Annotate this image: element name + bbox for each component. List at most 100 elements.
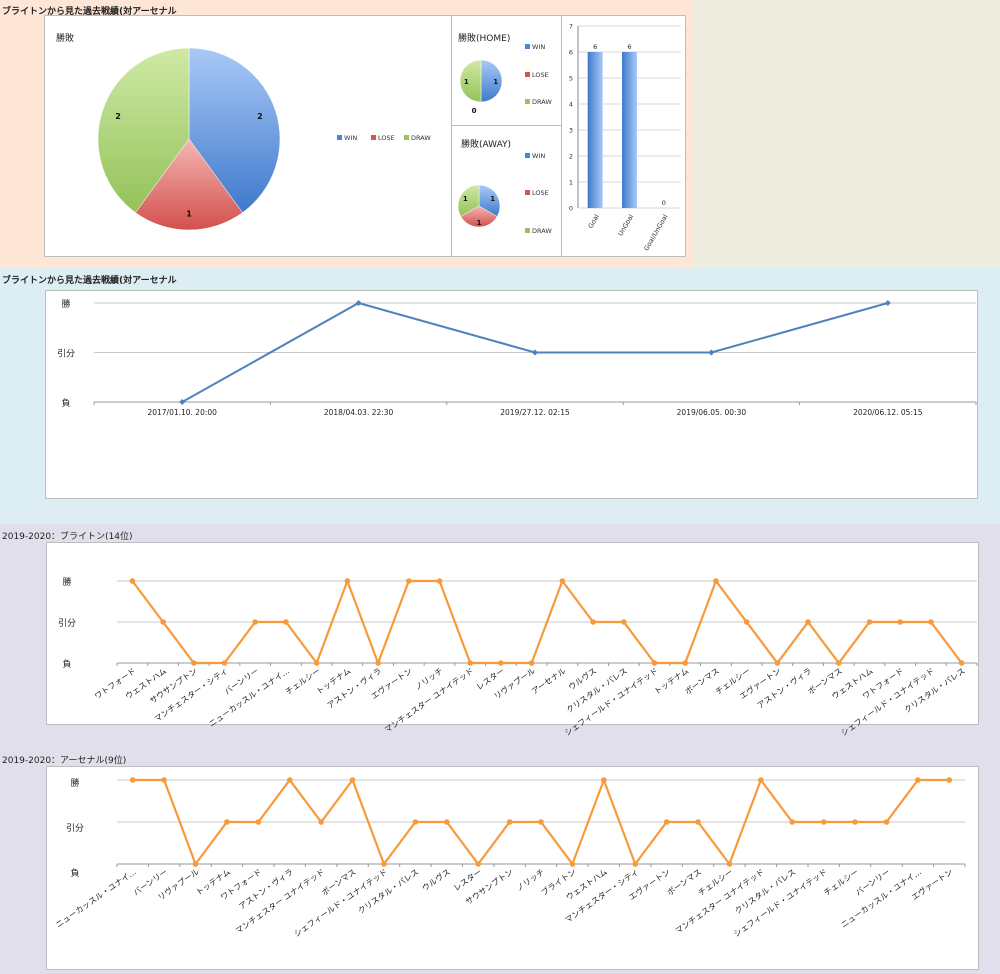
data-point xyxy=(866,619,873,625)
x-tick-label: ウルヴス xyxy=(420,866,452,893)
legend-swatch-lose xyxy=(525,72,530,77)
data-point xyxy=(590,619,596,625)
bar-data-label: 6 xyxy=(593,43,597,51)
x-tick-label: Goal xyxy=(587,213,601,230)
pie-slice-win xyxy=(480,59,503,103)
data-point xyxy=(758,777,764,783)
legend-swatch-draw xyxy=(525,228,530,233)
legend-label-draw: DRAW xyxy=(532,98,552,106)
legend-swatch-draw xyxy=(404,135,409,140)
y-tick-label: 3 xyxy=(569,127,573,135)
legend-swatch-win xyxy=(337,135,342,140)
data-point xyxy=(532,349,538,356)
data-point xyxy=(915,777,921,783)
arsenal-line-chart: 負引分勝ニューカッスル・ユナイ…バーンリーリヴァプールトッテナムワトフォードアス… xyxy=(54,776,966,939)
pie-slice-draw xyxy=(459,59,482,103)
x-tick-label: ニューカッスル・ユナイ… xyxy=(54,867,138,929)
x-tick-label: アーセナル xyxy=(530,666,568,696)
x-tick-label: 2018/04.03. 22:30 xyxy=(324,408,394,417)
data-point xyxy=(820,819,827,825)
data-point xyxy=(946,777,953,783)
y-tick-label: 勝 xyxy=(61,298,70,310)
data-point xyxy=(708,349,715,356)
y-tick-label: 引分 xyxy=(57,349,75,360)
bar-goal xyxy=(587,52,603,208)
data-point xyxy=(852,819,858,825)
data-point xyxy=(252,619,259,625)
pie-slice-win xyxy=(478,184,501,217)
pie-home-chart: 1 0 1 WIN LOSE DRAW xyxy=(459,43,552,115)
data-point xyxy=(958,660,965,666)
data-point xyxy=(224,819,230,825)
history-line-chart: 負 引分 勝 2017/01.10. 20:00 2018/04.03. 22:30 20… xyxy=(57,298,977,417)
arsenal-line-panel: 負引分勝ニューカッスル・ユナイ… バーンリー リヴァプール トッテナム ワトフォード アス… xyxy=(46,766,979,970)
section-history: ブライトンから見た過去戦績(対アーセナル 負 引分 勝 2017/01.10. 20:… xyxy=(0,268,1000,524)
bar-data-label: 6 xyxy=(627,43,631,51)
pie-data-label: 2 xyxy=(257,112,263,121)
data-point xyxy=(283,619,289,625)
pie-main-title: 勝敗 xyxy=(56,34,75,44)
data-point xyxy=(221,660,228,666)
data-point xyxy=(682,660,689,666)
y-tick-label: 6 xyxy=(569,49,573,57)
pie-data-label: 1 xyxy=(477,219,482,227)
data-point xyxy=(883,819,890,825)
data-point xyxy=(255,819,262,825)
section-title: ブライトンから見た過去戦績(対アーセナル xyxy=(2,276,177,286)
data-point xyxy=(443,819,450,825)
data-point xyxy=(344,578,351,584)
y-tick-label: 7 xyxy=(569,23,573,31)
data-point xyxy=(743,619,750,625)
data-point xyxy=(663,819,670,825)
y-tick-label: 5 xyxy=(569,75,573,83)
data-point xyxy=(475,861,481,867)
section-overview: ブライトンから見た過去戦績(対アーセナル 勝敗 2 1 2 WIN LOSE DRAW 勝… xyxy=(0,0,1000,268)
pie-main-chart: 2 1 2 WIN LOSE DRAW xyxy=(97,47,431,231)
pie-home-title: 勝敗(HOME) xyxy=(458,34,511,44)
data-point xyxy=(897,619,904,625)
section-title-arsenal: 2019-2020：アーセナル(9位) xyxy=(2,756,127,766)
y-tick-label: 勝 xyxy=(62,576,71,588)
y-tick-label: 勝 xyxy=(70,777,79,789)
section-title: ブライトンから見た過去戦績(対アーセナル xyxy=(2,7,177,17)
bar-goal-panel: 0 1 2 3 4 5 6 7 6 Goal 6 UnGoal 0 Goal/UnGoal xyxy=(561,15,686,257)
data-point xyxy=(835,660,842,666)
y-tick-label: 引分 xyxy=(66,823,84,834)
y-tick-label: 負 xyxy=(70,867,79,879)
x-tick-label: アストン・ヴィラ xyxy=(237,866,295,911)
data-point xyxy=(129,578,136,584)
history-line-panel: 負 引分 勝 2017/01.10. 20:00 2018/04.03. 22:30 20… xyxy=(45,290,978,499)
data-point xyxy=(179,399,186,405)
y-tick-label: 負 xyxy=(61,397,70,409)
pie-slice-win xyxy=(188,47,281,213)
legend-swatch-draw xyxy=(525,99,530,104)
pie-slice-lose xyxy=(460,205,498,228)
legend-swatch-win xyxy=(525,153,530,158)
legend-label-lose: LOSE xyxy=(532,189,549,197)
pie-slice-draw xyxy=(97,47,190,213)
pie-away-panel: 勝敗(AWAY) 1 1 1 WIN LOSE DRAW xyxy=(451,125,563,257)
bar-goal-chart: 0 1 2 3 4 5 6 7 6 Goal 6 UnGoal 0 Goal/UnGoal xyxy=(569,23,681,252)
y-tick-label: 4 xyxy=(569,101,573,109)
bar-data-label: 0 xyxy=(662,199,666,207)
data-point xyxy=(538,819,544,825)
y-tick-label: 0 xyxy=(569,205,573,213)
pie-main-panel: 勝敗 2 1 2 WIN LOSE DRAW xyxy=(44,15,453,257)
x-tick-label: UnGoal xyxy=(616,213,635,238)
legend-label-win: WIN xyxy=(532,152,545,160)
legend-label-win: WIN xyxy=(532,43,545,51)
data-point xyxy=(192,861,199,867)
pie-away-chart: 1 1 1 WIN LOSE DRAW xyxy=(457,152,552,235)
data-point xyxy=(506,819,513,825)
data-point xyxy=(129,777,136,783)
section-title: 2019-2020：ブライトン(14位) xyxy=(2,532,133,542)
data-point xyxy=(620,619,627,625)
data-point xyxy=(190,660,197,666)
series-line xyxy=(131,577,963,667)
y-tick-label: 引分 xyxy=(58,618,76,629)
data-point xyxy=(528,660,535,666)
pie-home-panel: 勝敗(HOME) 1 0 1 WIN LOSE DRAW xyxy=(451,15,563,127)
section-season: 2019-2020：ブライトン(14位) 負引分勝ワトフォード ウェストハム サウサ… xyxy=(0,524,1000,974)
legend-label-win: WIN xyxy=(344,134,357,142)
pie-slice-draw xyxy=(457,184,480,217)
